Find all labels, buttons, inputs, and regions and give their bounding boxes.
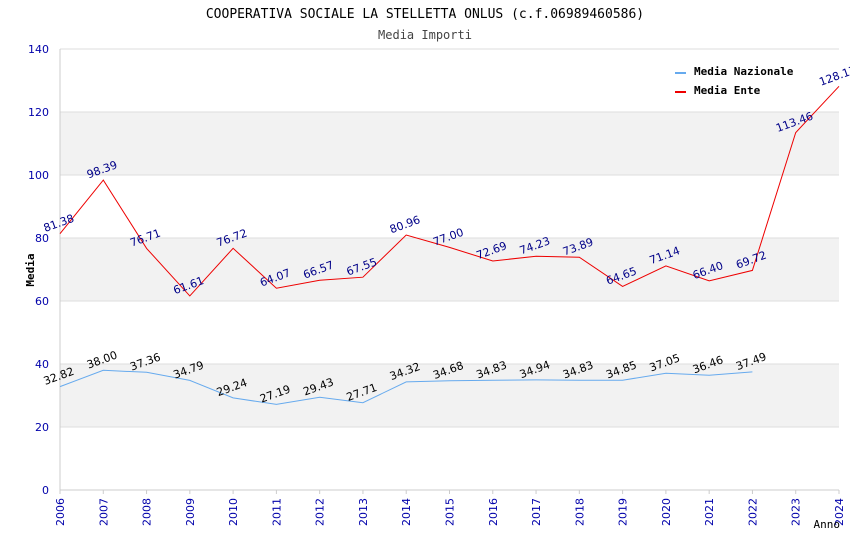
y-tick-labels: 0 20 40 60 80 100 120 140 xyxy=(28,43,49,497)
x-tick-label: 2012 xyxy=(314,498,327,526)
y-tick-label: 100 xyxy=(28,169,49,182)
grid-band xyxy=(60,112,839,175)
x-tick-label: 2013 xyxy=(357,498,370,526)
x-tick-label: 2011 xyxy=(270,498,283,526)
x-tick-label: 2010 xyxy=(227,498,240,526)
x-tick-label: 2014 xyxy=(400,498,413,526)
x-tick-label: 2019 xyxy=(617,498,630,526)
data-label-media-ente: 128.17 xyxy=(817,63,850,88)
x-tick-label: 2024 xyxy=(833,498,846,526)
series-line-media-nazionale xyxy=(59,369,753,405)
y-tick-label: 40 xyxy=(35,358,49,371)
x-tick-labels: 2006 2007 2008 2009 2010 2011 2012 2013 2014 2015… xyxy=(54,490,846,526)
x-tick-label: 2009 xyxy=(184,498,197,526)
x-tick-label: 2016 xyxy=(487,498,500,526)
x-tick-label: 2022 xyxy=(746,498,759,526)
chart-subtitle: Media Importi xyxy=(378,28,472,42)
grid-band xyxy=(60,364,839,427)
y-tick-label: 20 xyxy=(35,421,49,434)
data-label-media-ente: 81.38 xyxy=(42,212,76,235)
x-tick-label: 2006 xyxy=(54,498,67,526)
x-tick-label: 2007 xyxy=(97,498,110,526)
y-tick-label: 80 xyxy=(35,232,49,245)
y-tick-label: 60 xyxy=(35,295,49,308)
x-tick-label: 2017 xyxy=(530,498,543,526)
x-tick-label: 2023 xyxy=(790,498,803,526)
series-line-media-ente xyxy=(59,85,840,297)
x-tick-label: 2015 xyxy=(444,498,457,526)
x-tick-label: 2018 xyxy=(573,498,586,526)
legend-label-media-ente: Media Ente xyxy=(694,84,761,97)
y-tick-label: 120 xyxy=(28,106,49,119)
legend: Media Nazionale Media Ente xyxy=(675,65,794,97)
data-label-media-ente: 80.96 xyxy=(388,213,422,236)
grid-band xyxy=(60,238,839,301)
x-tick-label: 2008 xyxy=(141,498,154,526)
grid-bands xyxy=(60,112,839,427)
x-tick-label: 2021 xyxy=(703,498,716,526)
x-axis-label: Anno xyxy=(814,518,841,531)
x-tick-label: 2020 xyxy=(660,498,673,526)
legend-label-media-nazionale: Media Nazionale xyxy=(694,65,794,78)
y-axis-label: Media xyxy=(24,253,37,286)
y-tick-label: 140 xyxy=(28,43,49,56)
y-tick-label: 0 xyxy=(42,484,49,497)
chart-title: COOPERATIVA SOCIALE LA STELLETTA ONLUS (… xyxy=(206,7,644,22)
